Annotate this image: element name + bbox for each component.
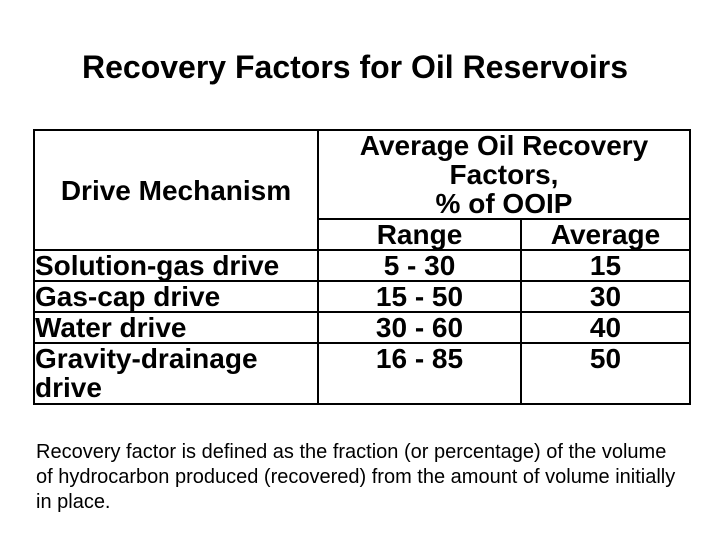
definition-note: Recovery factor is defined as the fracti… [36,440,696,515]
range-cell: 16 - 85 [317,342,522,405]
average-cell: 40 [519,311,692,344]
range-cell: 30 - 60 [317,311,522,344]
group-header: Average Oil Recovery Factors, % of OOIP [316,129,692,220]
mechanism-cell: Water drive [33,311,319,344]
mechanism-cell: Solution-gas drive [33,249,319,282]
note-line-1: Recovery factor is defined as the fracti… [36,441,667,463]
group-header-line-2: Factors, [449,159,559,190]
average-column-header: Average [519,218,692,251]
mechanism-cell: Gravity-drainage drive [33,342,319,405]
average-cell: 30 [519,280,692,313]
average-cell: 15 [519,249,692,282]
note-line-2: of hydrocarbon produced (recovered) from… [36,466,676,488]
group-header-line-3: % of OOIP [435,188,573,219]
range-cell: 15 - 50 [317,280,522,313]
table-row: Gravity-drainage drive 16 - 85 50 [33,342,692,405]
table-row: Water drive 30 - 60 40 [33,311,692,344]
slide-title: Recovery Factors for Oil Reservoirs [81,49,628,85]
header-row-group: Drive Mechanism Average Oil Recovery Fac… [33,129,692,251]
group-header-line-1: Average Oil Recovery [359,130,649,161]
header-row-sub: Range Average [34,218,692,251]
drive-mechanism-header: Drive Mechanism [33,129,319,251]
average-cell: 50 [519,342,692,405]
table-row: Solution-gas drive 5 - 30 15 [33,249,692,282]
mechanism-cell: Gas-cap drive [33,280,319,313]
range-column-header: Range [317,218,522,251]
table-row: Gas-cap drive 15 - 50 30 [33,280,692,313]
recovery-factors-table: Drive Mechanism Average Oil Recovery Fac… [33,129,692,405]
note-line-3: in place. [36,491,111,513]
range-cell: 5 - 30 [317,249,522,282]
